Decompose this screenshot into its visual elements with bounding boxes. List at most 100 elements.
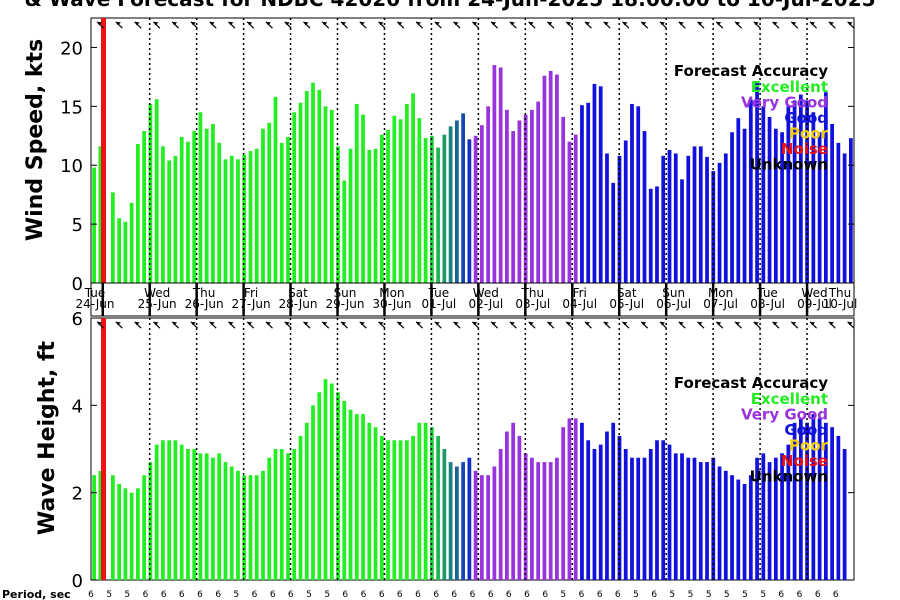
direction-arrow-icon <box>828 321 836 329</box>
bar <box>173 155 178 283</box>
bar <box>236 159 240 283</box>
bar <box>686 155 691 283</box>
bar <box>605 431 609 580</box>
direction-arrow-icon <box>246 21 255 29</box>
bar <box>198 112 203 283</box>
bar <box>742 483 747 580</box>
bar <box>611 182 616 283</box>
period-value: 6 <box>361 590 367 600</box>
bar <box>473 135 478 283</box>
period-value: 6 <box>252 590 258 600</box>
x-tick-date: 30-Jun <box>372 297 411 311</box>
bar <box>286 453 290 580</box>
legend-entry: Excellent <box>751 78 828 96</box>
bar <box>767 462 772 580</box>
bar <box>486 475 491 580</box>
bar <box>805 100 809 283</box>
bar <box>229 466 234 580</box>
bar <box>361 114 365 283</box>
period-value: 6 <box>415 590 421 600</box>
bar <box>223 159 228 283</box>
legend-entry: Good <box>784 109 828 127</box>
legend-entry: Excellent <box>751 390 828 408</box>
y-tick-label: 15 <box>60 97 83 118</box>
legend-entry: Poor <box>789 437 829 455</box>
bar <box>204 453 209 580</box>
bar <box>836 142 841 283</box>
bar <box>786 444 791 580</box>
bar <box>598 444 603 580</box>
period-value: 6 <box>433 590 439 600</box>
x-tick-dow: Mon <box>379 286 404 300</box>
bar <box>342 180 347 283</box>
period-value: 5 <box>324 590 330 600</box>
period-value: 6 <box>197 590 203 600</box>
bar <box>498 67 503 283</box>
bar <box>367 149 372 283</box>
direction-arrow-icon <box>753 321 761 329</box>
bar <box>461 462 465 580</box>
direction-arrow-icon <box>753 21 761 29</box>
bar <box>617 435 622 580</box>
period-value: 6 <box>524 590 530 600</box>
bar <box>548 71 553 283</box>
direction-arrow-icon <box>565 321 574 329</box>
bar <box>817 132 822 283</box>
bar <box>142 475 147 580</box>
bar <box>573 418 578 580</box>
direction-arrow-icon <box>303 21 311 29</box>
current-time-marker <box>101 318 106 580</box>
direction-arrow-icon <box>528 21 536 29</box>
bar <box>317 392 322 580</box>
bar <box>767 116 772 284</box>
bar <box>642 131 647 283</box>
x-tick-date: 01-Jul <box>422 297 457 311</box>
bar <box>361 414 365 580</box>
direction-arrow-icon <box>715 21 724 29</box>
bar <box>730 132 734 283</box>
bar <box>773 128 778 283</box>
period-value: 6 <box>270 590 276 600</box>
bar <box>273 449 278 580</box>
direction-arrow-icon <box>265 321 273 329</box>
direction-arrow-icon <box>284 321 292 329</box>
bar <box>511 422 516 580</box>
bar <box>423 422 428 580</box>
day-label-band <box>90 282 855 317</box>
period-value: 5 <box>706 590 712 600</box>
bar <box>317 89 322 283</box>
bar <box>723 153 728 283</box>
bar <box>573 134 578 283</box>
direction-arrow-icon <box>434 321 442 329</box>
bar <box>261 128 265 283</box>
bar <box>711 171 716 283</box>
bar <box>436 435 440 580</box>
bar <box>786 106 791 283</box>
bar <box>830 427 834 580</box>
bar <box>717 162 722 283</box>
bar <box>192 449 197 580</box>
period-value: 6 <box>778 590 784 600</box>
bar <box>154 444 159 580</box>
direction-arrow-icon <box>115 321 123 329</box>
bar <box>398 119 403 283</box>
period-value: 6 <box>397 590 403 600</box>
direction-arrow-icon <box>153 321 161 329</box>
bar <box>686 457 691 580</box>
period-readouts: 6 5 5 6 6 6 6 6 5 6 6 6 5 5 6 6 6 6 6 6 6 6 6 6 6 6 5 6 6 6 5 6 5 5 5 5 5 5 6 6… <box>88 590 839 600</box>
bar <box>592 449 597 580</box>
direction-arrow-icon <box>415 21 423 29</box>
direction-arrow-icon <box>209 21 217 29</box>
direction-arrow-icon <box>453 21 461 29</box>
direction-arrow-icon <box>471 21 480 29</box>
bar <box>605 153 609 283</box>
bar <box>254 475 259 580</box>
bar <box>667 149 672 283</box>
period-value: 6 <box>143 590 149 600</box>
bar <box>842 449 847 580</box>
bar <box>204 128 209 283</box>
period-value: 6 <box>288 590 294 600</box>
period-value: 5 <box>306 590 312 600</box>
bar <box>742 128 747 283</box>
